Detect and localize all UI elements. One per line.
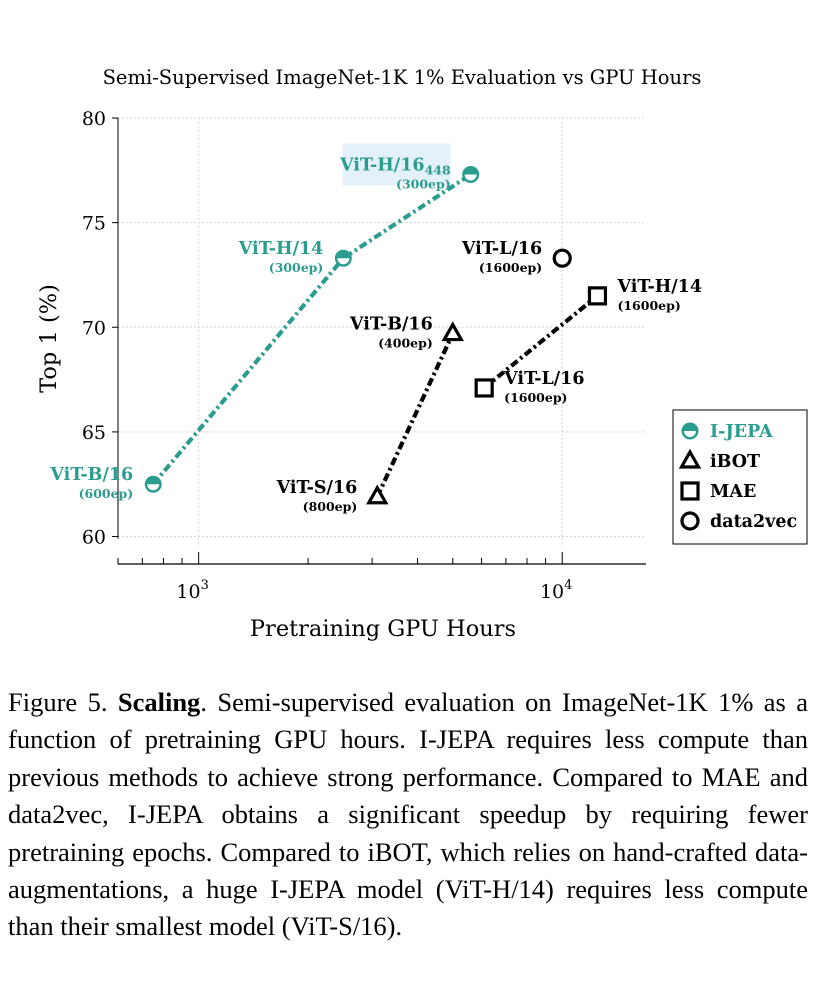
- chart-figure: Semi-Supervised ImageNet-1K 1% Evaluatio…: [36, 66, 808, 642]
- point-label: ViT-H/14: [238, 239, 324, 259]
- point-label: ViT-H/14: [616, 277, 702, 297]
- x-axis-label: Pretraining GPU Hours: [250, 616, 516, 642]
- point-label: ViT-L/16: [461, 239, 542, 259]
- y-tick-label: 60: [82, 527, 106, 549]
- data-point: [552, 248, 572, 268]
- chart-title: Semi-Supervised ImageNet-1K 1% Evaluatio…: [103, 66, 702, 89]
- point-note: (1600ep): [504, 390, 567, 405]
- point-label: ViT-B/16: [49, 465, 133, 485]
- point-label: ViT-H/16448: [339, 156, 451, 178]
- data-point: [462, 166, 480, 184]
- legend-marker: [678, 448, 702, 469]
- figure-caption: Figure 5. Scaling. Semi-supervised evalu…: [8, 684, 808, 946]
- legend-marker: [681, 422, 699, 440]
- y-tick-label: 75: [82, 213, 106, 235]
- y-tick-label: 80: [82, 108, 106, 130]
- y-tick-label: 70: [82, 317, 106, 339]
- data-point: [366, 484, 389, 505]
- x-tick-label: 104: [540, 578, 572, 603]
- scaling-chart: Semi-Supervised ImageNet-1K 1% Evaluatio…: [36, 66, 808, 642]
- point-note: (1600ep): [479, 260, 542, 275]
- point-note: (400ep): [378, 336, 433, 351]
- legend-label: I-JEPA: [710, 422, 773, 442]
- data-point: [334, 249, 352, 267]
- data-point: [144, 475, 162, 493]
- point-note: (300ep): [396, 177, 451, 192]
- point-label: ViT-S/16: [276, 478, 358, 498]
- data-point: [587, 286, 608, 306]
- point-label: ViT-B/16: [349, 315, 433, 335]
- x-tick-label: 103: [176, 578, 208, 603]
- series-line: [375, 332, 455, 498]
- y-tick-label: 65: [82, 422, 106, 444]
- caption-figure-label: Figure 5.: [8, 687, 108, 717]
- point-label: ViT-L/16: [503, 369, 584, 389]
- series-line: [151, 172, 472, 486]
- caption-title: Scaling: [117, 687, 201, 717]
- caption-text: . Semi-supervised evaluation on ImageNet…: [8, 687, 809, 942]
- legend-label: iBOT: [710, 452, 760, 472]
- point-note: (800ep): [303, 499, 358, 514]
- series-line: [482, 294, 599, 390]
- legend-label: MAE: [710, 482, 756, 502]
- y-axis-label: Top 1 (%): [36, 284, 62, 393]
- legend-label: data2vec: [710, 512, 797, 532]
- point-note: (300ep): [269, 260, 324, 275]
- legend-marker: [680, 481, 700, 501]
- data-point: [441, 321, 465, 342]
- label-highlight: [342, 143, 451, 186]
- legend-marker: [680, 511, 700, 531]
- data-point: [474, 378, 494, 398]
- point-note: (1600ep): [617, 298, 680, 313]
- point-note: (600ep): [79, 486, 134, 501]
